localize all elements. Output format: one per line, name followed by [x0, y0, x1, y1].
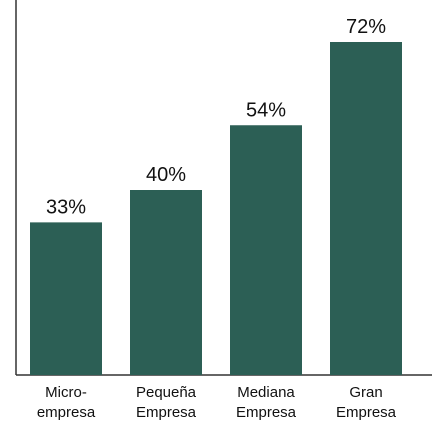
bar-3: [230, 125, 302, 375]
value-label-2: 40%: [146, 164, 186, 186]
bar-1: [30, 222, 102, 375]
category-label-4: Gran Empresa: [336, 384, 397, 421]
value-labels-group: 33% 40% 54% 72%: [46, 16, 386, 218]
bar-4: [330, 42, 402, 375]
category-label-1: Micro-empresa: [37, 384, 96, 421]
category-label-2: Pequeña Empresa: [136, 384, 197, 421]
bars-group: [30, 42, 402, 375]
value-label-1: 33%: [46, 196, 86, 218]
category-labels-group: Micro-empresa Pequeña Empresa Mediana Empres…: [37, 384, 397, 421]
value-label-3: 54%: [246, 99, 286, 121]
value-label-4: 72%: [346, 16, 386, 38]
bar-2: [130, 190, 202, 375]
category-label-3: Mediana Empresa: [236, 384, 297, 421]
